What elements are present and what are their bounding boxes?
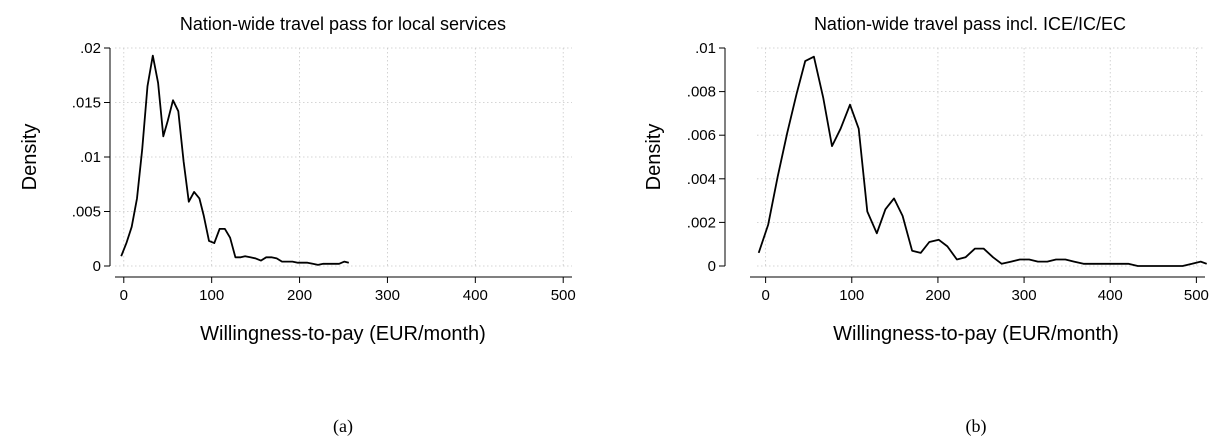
series xyxy=(757,55,1208,267)
series xyxy=(120,54,350,266)
tick-marks: 0 .002 .004 .006 .008 .01 0 100 200 300 400 500 xyxy=(687,40,1209,304)
caption-label: (a) xyxy=(333,416,353,437)
y-tick-label: .004 xyxy=(687,171,716,188)
y-tick-label: .002 xyxy=(687,214,716,231)
grid-lines xyxy=(757,47,1205,267)
x-tick-label: 200 xyxy=(925,287,950,304)
x-tick-label: 0 xyxy=(120,287,128,304)
y-tick-label: .01 xyxy=(695,40,716,57)
x-tick-label: 200 xyxy=(287,287,312,304)
caption-label: (b) xyxy=(966,416,987,437)
chart-title: Nation-wide travel pass for local servic… xyxy=(180,14,506,34)
y-tick-label: .008 xyxy=(687,84,716,101)
x-tick-label: 500 xyxy=(1184,287,1209,304)
chart-panel-a: 0 .005 .01 .015 .02 0 100 200 300 400 500 Nation-w… xyxy=(19,14,576,437)
y-tick-label: 0 xyxy=(93,258,101,275)
axes xyxy=(724,48,1205,278)
x-tick-label: 100 xyxy=(839,287,864,304)
x-axis-label: Willingness-to-pay (EUR/month) xyxy=(833,323,1119,345)
x-tick-label: 300 xyxy=(1012,287,1037,304)
x-tick-label: 300 xyxy=(375,287,400,304)
y-tick-label: .006 xyxy=(687,127,716,144)
y-tick-label: 0 xyxy=(708,258,716,275)
y-tick-label: .015 xyxy=(72,95,101,112)
tick-marks: 0 .005 .01 .015 .02 0 100 200 300 400 500 xyxy=(72,40,576,304)
x-tick-label: 400 xyxy=(1098,287,1123,304)
x-tick-label: 0 xyxy=(761,287,769,304)
density-line xyxy=(120,54,350,266)
x-axis-label: Willingness-to-pay (EUR/month) xyxy=(200,323,486,345)
x-tick-label: 100 xyxy=(199,287,224,304)
plot-background xyxy=(757,48,1205,266)
y-axis-label: Density xyxy=(19,124,41,191)
y-axis-label: Density xyxy=(643,124,665,191)
chart-title: Nation-wide travel pass incl. ICE/IC/EC xyxy=(814,14,1126,34)
y-tick-label: .02 xyxy=(80,40,101,57)
y-tick-label: .005 xyxy=(72,204,101,221)
x-tick-label: 500 xyxy=(551,287,576,304)
y-tick-label: .01 xyxy=(80,149,101,166)
grid-lines xyxy=(115,47,572,267)
chart-panel-b: 0 .002 .004 .006 .008 .01 0 100 200 300 400 500 Nat… xyxy=(643,14,1209,437)
density-line xyxy=(757,55,1208,267)
x-tick-label: 400 xyxy=(463,287,488,304)
